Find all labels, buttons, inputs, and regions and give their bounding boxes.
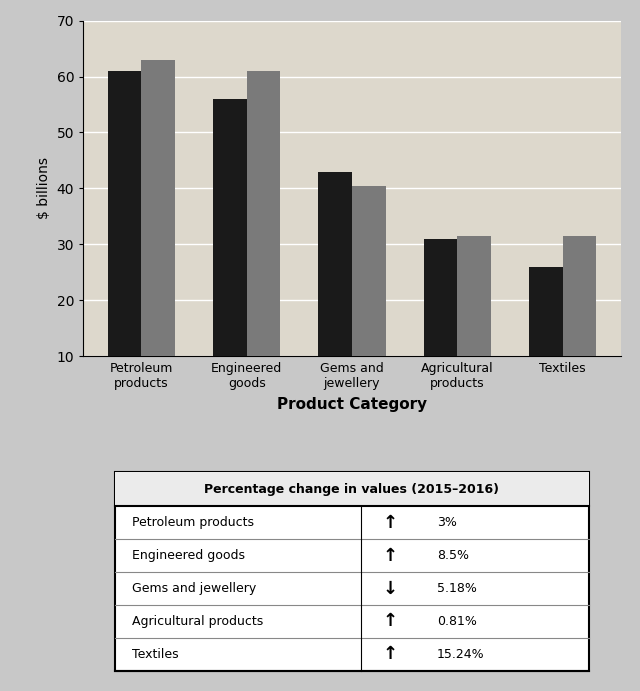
Text: ↓: ↓ (383, 580, 398, 598)
Text: Gems and jewellery: Gems and jewellery (132, 582, 256, 595)
Text: Percentage change in values (2015–2016): Percentage change in values (2015–2016) (205, 482, 499, 495)
Text: 0.81%: 0.81% (436, 615, 477, 628)
Text: 8.5%: 8.5% (436, 549, 468, 562)
Text: ↑: ↑ (383, 514, 398, 532)
Bar (115, 472, 589, 507)
Text: Agricultural products: Agricultural products (132, 615, 263, 628)
Bar (352, 186, 386, 412)
Text: Engineered goods: Engineered goods (132, 549, 244, 562)
Bar (213, 99, 246, 412)
Text: Petroleum products: Petroleum products (132, 516, 253, 529)
Bar (563, 236, 596, 412)
Text: 5.18%: 5.18% (436, 582, 477, 595)
Bar (246, 71, 280, 412)
Bar (424, 238, 458, 412)
Text: 3%: 3% (436, 516, 456, 529)
Bar (318, 171, 352, 412)
Text: 15.24%: 15.24% (436, 647, 484, 661)
Text: ↑: ↑ (383, 547, 398, 565)
X-axis label: Product Category: Product Category (277, 397, 427, 412)
Text: Textiles: Textiles (132, 647, 178, 661)
Bar (108, 71, 141, 412)
Text: ↑: ↑ (383, 645, 398, 663)
Text: ↑: ↑ (383, 612, 398, 630)
Bar (115, 472, 589, 671)
Bar (529, 267, 563, 412)
Bar (458, 236, 491, 412)
Bar (141, 60, 175, 412)
Y-axis label: $ billions: $ billions (37, 158, 51, 219)
